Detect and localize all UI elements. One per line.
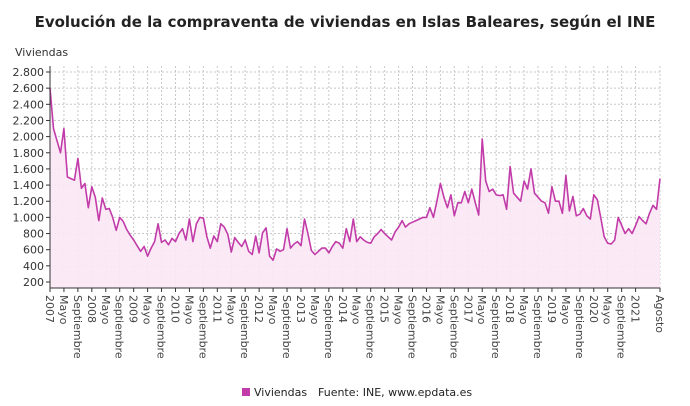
x-axis: 2007 Mayo Septiembre 2008 Mayo Septiembre 2009… bbox=[43, 287, 666, 359]
x-tick-label: Mayo bbox=[559, 295, 572, 325]
x-tick-label: Septiembre bbox=[71, 295, 84, 359]
x-tick-label: Agosto bbox=[653, 295, 666, 333]
x-tick-label: Septiembre bbox=[155, 295, 168, 359]
y-tick-label: 2.600 bbox=[13, 82, 45, 95]
x-tick-label: Septiembre bbox=[364, 295, 377, 359]
x-tick-label: 2011 bbox=[210, 295, 223, 323]
y-tick-label: 2.800 bbox=[13, 66, 45, 79]
x-tick-label: Mayo bbox=[224, 295, 237, 325]
x-tick-label: 2021 bbox=[629, 295, 642, 323]
x-tick-label: Mayo bbox=[308, 295, 321, 325]
y-tick-label: 1.800 bbox=[13, 147, 45, 160]
x-tick-label: Septiembre bbox=[447, 295, 460, 359]
x-tick-label: 2007 bbox=[43, 295, 56, 323]
y-tick-label: 400 bbox=[23, 260, 44, 273]
x-tick-label: Mayo bbox=[475, 295, 488, 325]
x-tick-label: 2013 bbox=[294, 295, 307, 323]
y-axis: 200 400 600 800 1.000 1.200 1.400 1.600 1.800 2.0… bbox=[13, 66, 51, 289]
y-tick-label: 2.000 bbox=[13, 131, 45, 144]
legend-swatch bbox=[242, 388, 250, 396]
x-tick-label: Septiembre bbox=[531, 295, 544, 359]
series-area bbox=[49, 88, 661, 288]
x-tick-label: 2010 bbox=[168, 295, 181, 323]
y-tick-label: 800 bbox=[23, 228, 44, 241]
legend-label: Viviendas bbox=[254, 386, 307, 399]
x-tick-label: Septiembre bbox=[238, 295, 251, 359]
y-tick-label: 2.400 bbox=[13, 98, 45, 111]
x-tick-label: 2009 bbox=[127, 295, 140, 323]
x-tick-label: 2015 bbox=[378, 295, 391, 323]
y-tick-label: 600 bbox=[23, 244, 44, 257]
x-tick-label: 2018 bbox=[503, 295, 516, 323]
x-tick-label: Mayo bbox=[433, 295, 446, 325]
x-tick-label: Mayo bbox=[99, 295, 112, 325]
y-axis-label: Viviendas bbox=[15, 46, 68, 59]
legend: Viviendas Fuente: INE, www.epdata.es bbox=[242, 386, 472, 399]
source-label: Fuente: INE, www.epdata.es bbox=[318, 386, 472, 399]
y-tick-label: 1.200 bbox=[13, 195, 45, 208]
x-tick-label: Mayo bbox=[392, 295, 405, 325]
x-tick-label: Septiembre bbox=[196, 295, 209, 359]
x-tick-label: 2020 bbox=[587, 295, 600, 323]
x-tick-label: Mayo bbox=[182, 295, 195, 325]
x-tick-label: 2008 bbox=[85, 295, 98, 323]
x-tick-label: Septiembre bbox=[489, 295, 502, 359]
x-tick-label: Septiembre bbox=[322, 295, 335, 359]
y-tick-label: 2.200 bbox=[13, 114, 45, 127]
x-tick-label: 2012 bbox=[252, 295, 265, 323]
x-tick-label: 2014 bbox=[336, 295, 349, 323]
series-fill bbox=[50, 88, 660, 288]
x-tick-label: Mayo bbox=[266, 295, 279, 325]
x-tick-label: Septiembre bbox=[113, 295, 126, 359]
y-tick-label: 200 bbox=[23, 276, 44, 289]
x-tick-label: Septiembre bbox=[615, 295, 628, 359]
x-tick-label: Mayo bbox=[517, 295, 530, 325]
x-tick-label: Mayo bbox=[57, 295, 70, 325]
y-tick-label: 1.000 bbox=[13, 211, 45, 224]
x-tick-label: Septiembre bbox=[406, 295, 419, 359]
series-line bbox=[49, 88, 661, 261]
x-tick-label: 2017 bbox=[461, 295, 474, 323]
x-tick-label: Septiembre bbox=[573, 295, 586, 359]
x-tick-label: Mayo bbox=[141, 295, 154, 325]
x-tick-label: Mayo bbox=[350, 295, 363, 325]
x-tick-label: 2016 bbox=[419, 295, 432, 323]
y-tick-label: 1.600 bbox=[13, 163, 45, 176]
x-tick-label: 2019 bbox=[545, 295, 558, 323]
x-tick-label: Septiembre bbox=[280, 295, 293, 359]
chart-title: Evolución de la compraventa de viviendas… bbox=[35, 13, 656, 31]
y-tick-label: 1.400 bbox=[13, 179, 45, 192]
x-tick-label: Mayo bbox=[601, 295, 614, 325]
